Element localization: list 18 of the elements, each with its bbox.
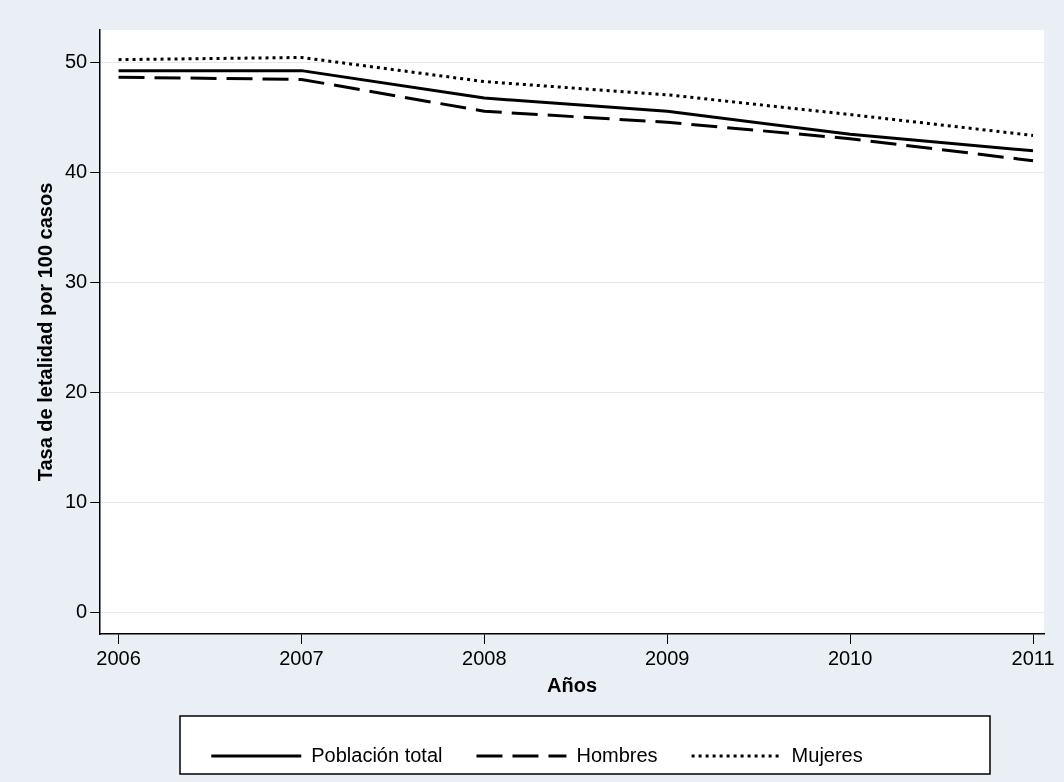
x-tick-label: 2011 bbox=[1011, 646, 1055, 669]
legend-label: Mujeres bbox=[791, 743, 863, 766]
x-tick-label: 2010 bbox=[827, 646, 873, 669]
y-tick-label: 40 bbox=[65, 160, 88, 183]
x-axis-title: Años bbox=[547, 673, 598, 696]
x-tick-label: 2009 bbox=[644, 646, 690, 669]
legend-label: Población total bbox=[311, 743, 443, 766]
x-tick-label: 2007 bbox=[279, 646, 324, 669]
y-tick-label: 10 bbox=[65, 489, 88, 512]
y-tick-label: 0 bbox=[76, 599, 88, 622]
line-series bbox=[117, 55, 1035, 137]
y-axis-title: Tasa de letalidad por 100 casos bbox=[33, 182, 56, 482]
y-tick-label: 30 bbox=[65, 270, 88, 293]
x-tick-label: 2006 bbox=[96, 646, 141, 669]
legend-label: Hombres bbox=[576, 743, 658, 766]
x-tick-label: 2008 bbox=[462, 646, 507, 669]
y-tick-label: 50 bbox=[65, 50, 88, 73]
y-tick-label: 20 bbox=[65, 379, 88, 402]
